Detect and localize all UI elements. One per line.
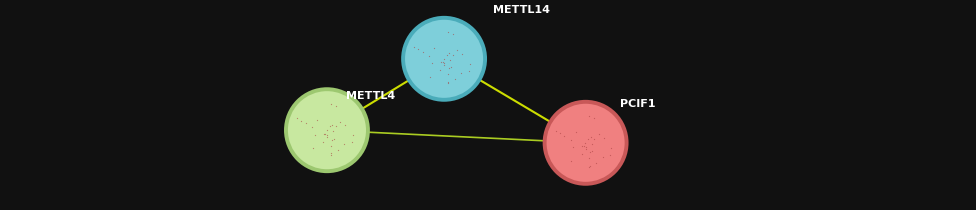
Point <box>328 125 344 128</box>
Point <box>603 146 619 149</box>
Point <box>407 45 423 49</box>
Text: METTL4: METTL4 <box>346 91 395 101</box>
Point <box>436 57 452 60</box>
Point <box>319 133 335 136</box>
Point <box>436 64 452 67</box>
Point <box>415 50 430 54</box>
Point <box>344 141 359 144</box>
Point <box>442 58 458 62</box>
Text: METTL14: METTL14 <box>493 5 549 15</box>
Point <box>410 47 426 51</box>
Point <box>447 77 463 80</box>
Point <box>305 125 320 129</box>
Point <box>551 131 567 135</box>
Point <box>422 54 437 57</box>
Point <box>319 128 335 132</box>
Point <box>574 153 590 156</box>
Point <box>328 104 344 108</box>
Point <box>425 62 440 65</box>
Point <box>455 52 470 55</box>
Point <box>323 102 339 105</box>
Point <box>583 150 598 154</box>
Point <box>581 137 596 141</box>
Point <box>582 164 597 168</box>
Point <box>582 165 597 169</box>
Point <box>585 150 600 153</box>
Ellipse shape <box>284 87 370 173</box>
Point <box>326 137 342 140</box>
Point <box>578 141 593 144</box>
Point <box>324 138 340 141</box>
Point <box>427 47 442 50</box>
Point <box>556 134 572 138</box>
Point <box>587 137 602 141</box>
Point <box>589 161 604 164</box>
Point <box>290 117 305 120</box>
Point <box>319 135 335 139</box>
Point <box>587 117 602 120</box>
Point <box>338 123 353 127</box>
Point <box>440 80 456 84</box>
Ellipse shape <box>288 91 366 169</box>
Point <box>443 66 459 69</box>
Point <box>323 153 339 156</box>
Point <box>582 115 597 118</box>
Point <box>563 138 579 141</box>
Ellipse shape <box>401 16 487 102</box>
Point <box>454 71 469 74</box>
Point <box>309 118 325 121</box>
Point <box>582 156 597 160</box>
Point <box>449 49 465 52</box>
Point <box>332 120 347 123</box>
Point <box>590 133 606 136</box>
Ellipse shape <box>543 100 629 186</box>
Point <box>422 75 437 79</box>
Point <box>433 60 449 64</box>
Point <box>566 146 582 149</box>
Point <box>583 136 598 139</box>
Point <box>305 147 320 150</box>
Point <box>307 133 323 136</box>
Ellipse shape <box>547 104 625 182</box>
Point <box>578 145 593 149</box>
Point <box>330 148 346 152</box>
Point <box>441 52 457 55</box>
Point <box>576 145 591 148</box>
Point <box>549 129 564 133</box>
Point <box>445 33 461 36</box>
Text: PCIF1: PCIF1 <box>620 99 655 109</box>
Point <box>595 155 611 158</box>
Point <box>462 62 477 65</box>
Point <box>337 142 352 146</box>
Point <box>568 131 584 134</box>
Point <box>440 81 456 85</box>
Point <box>316 132 332 135</box>
Point <box>322 125 338 128</box>
Point <box>445 53 461 57</box>
Point <box>298 122 313 125</box>
Point <box>323 152 339 155</box>
Point <box>584 142 599 146</box>
Point <box>578 148 593 151</box>
Point <box>439 53 455 57</box>
Point <box>563 159 579 163</box>
Point <box>324 123 340 126</box>
Point <box>441 66 457 70</box>
Point <box>345 133 360 137</box>
Point <box>317 132 333 135</box>
Ellipse shape <box>405 20 483 98</box>
Point <box>436 61 452 65</box>
Point <box>575 144 590 148</box>
Point <box>434 61 450 64</box>
Point <box>440 31 456 34</box>
Point <box>602 153 618 157</box>
Point <box>432 69 448 72</box>
Point <box>315 140 331 143</box>
Point <box>323 144 339 147</box>
Point <box>293 119 308 122</box>
Point <box>440 72 456 76</box>
Point <box>461 69 476 73</box>
Point <box>596 136 612 139</box>
Point <box>325 130 341 133</box>
